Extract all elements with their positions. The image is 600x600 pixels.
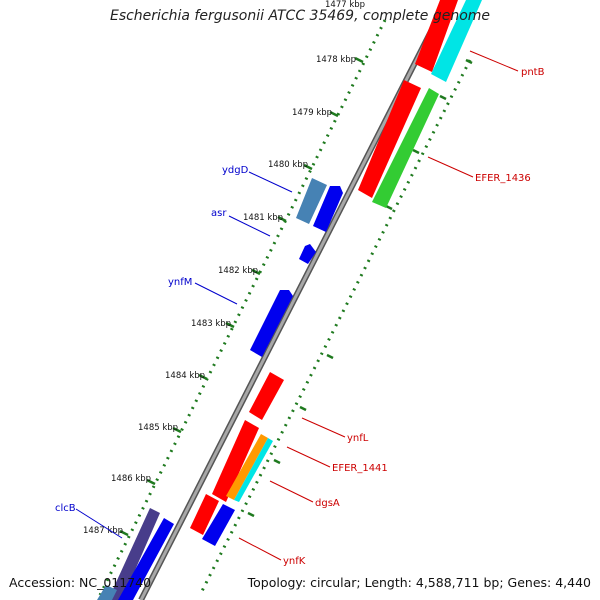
- kbp-label: 1479 kbp: [292, 108, 332, 118]
- accession-text: Accession: NC_011740: [9, 575, 152, 590]
- gene-leader-lines: [75, 50, 519, 561]
- gene-label-ynfK[interactable]: ynfK: [283, 556, 306, 567]
- kbp-label: 1481 kbp: [243, 213, 283, 223]
- kbp-label: 1478 kbp: [316, 55, 356, 65]
- gene-extra-steel[interactable]: [97, 585, 117, 600]
- gene-pntB-red[interactable]: [415, 0, 458, 72]
- gene-label-clcB[interactable]: clcB: [55, 503, 76, 514]
- gene-pntB-cyan[interactable]: [431, 0, 482, 82]
- gene-label-ynfL[interactable]: ynfL: [347, 433, 369, 444]
- kbp-label: 1486 kbp: [111, 474, 151, 484]
- gene-EFER_1436-red[interactable]: [358, 80, 421, 198]
- gene-label-dgsA[interactable]: dgsA: [315, 498, 340, 509]
- kbp-label: 1484 kbp: [165, 371, 205, 381]
- kbp-ticks: [119, 56, 364, 537]
- gene-ydgD-steel[interactable]: [296, 178, 327, 224]
- gene-asr[interactable]: [299, 244, 316, 264]
- gene-label-asr[interactable]: asr: [211, 208, 227, 219]
- genome-title: Escherichia fergusonii ATCC 35469, compl…: [109, 8, 491, 24]
- gene-ydgD-blue[interactable]: [313, 186, 343, 232]
- gene-ynfK-blue[interactable]: [202, 504, 235, 546]
- kbp-label: 1485 kbp: [138, 423, 178, 433]
- gene-EFER_1441[interactable]: [212, 420, 259, 502]
- kbp-label: 1480 kbp: [268, 160, 308, 170]
- kbp-label: 1477 kbp: [325, 0, 365, 10]
- gene-label-EFER_1436[interactable]: EFER_1436: [475, 173, 531, 184]
- gene-ynfK-red[interactable]: [190, 494, 219, 535]
- gene-EFER_1436-green[interactable]: [372, 88, 439, 208]
- gene-dgsA-orange[interactable]: [226, 434, 268, 500]
- gene-label-pntB[interactable]: pntB: [521, 67, 545, 78]
- gene-clcB-slate[interactable]: [108, 508, 160, 600]
- gene-ynfL[interactable]: [249, 372, 284, 420]
- reverse-ruler-line: [198, 59, 472, 596]
- genome-summary-text: Topology: circular; Length: 4,588,711 bp…: [247, 575, 591, 590]
- gene-label-ynfM[interactable]: ynfM: [168, 277, 192, 288]
- kbp-label: 1483 kbp: [191, 319, 231, 329]
- gene-ynfM[interactable]: [250, 290, 293, 357]
- forward-ruler-line: [98, 19, 387, 596]
- gene-label-EFER_1441[interactable]: EFER_1441: [332, 463, 388, 474]
- gene-dgsA-cyan[interactable]: [234, 438, 273, 502]
- kbp-label: 1482 kbp: [218, 266, 258, 276]
- gene-clcB-blue[interactable]: [118, 518, 174, 600]
- gene-label-ydgD[interactable]: ydgD: [222, 165, 249, 176]
- kbp-label: 1487 kbp: [83, 526, 123, 536]
- inner-ticks: [247, 58, 473, 518]
- kbp-labels: 1477 kbp 1478 kbp 1479 kbp 1480 kbp 1481…: [83, 0, 365, 536]
